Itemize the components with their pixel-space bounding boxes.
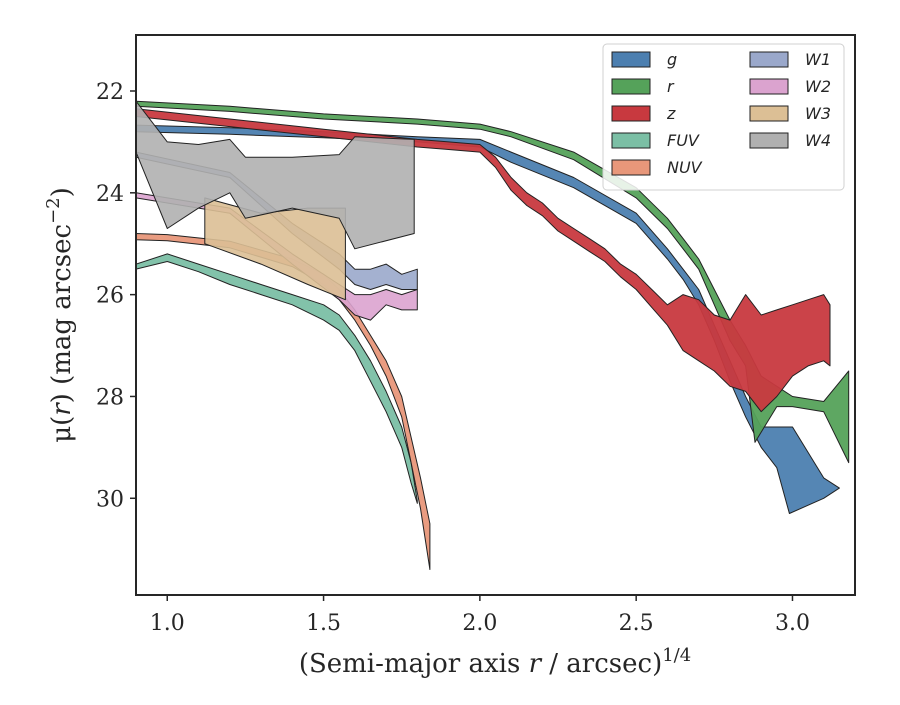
band-z [136,108,831,413]
legend-swatch-w3 [749,105,789,122]
legend-swatch-g [611,51,651,68]
y-tick-label: 24 [96,182,124,207]
legend-label-fuv: FUV [667,131,700,150]
legend-swatch-nuv [611,159,651,176]
legend-swatch-r [611,78,651,95]
legend-label-nuv: NUV [667,158,703,177]
x-tick-label: 1.0 [150,611,185,636]
x-axis-label: (Semi-major axis r / arcsec)1/4 [299,645,691,679]
legend-swatch-w1 [749,51,789,68]
x-tick-label: 1.5 [306,611,341,636]
band-fuv [136,253,418,504]
legend-label-g: g [667,50,677,69]
y-tick-label: 26 [96,284,124,309]
legend: grz FUV NUV W1 W2 W3 W4 [602,43,845,191]
legend-swatch-w2 [749,78,789,95]
x-tick-label: 2.0 [462,611,497,636]
plot-frame [135,34,856,596]
legend-label-r: r [667,77,675,96]
legend-label-w2: W2 [805,77,831,96]
band-g [136,124,840,514]
x-tick-label: 3.0 [775,611,810,636]
y-axis: 22 24 26 28 30 [96,80,136,512]
bands-layer [136,100,850,570]
legend-swatch-fuv [611,132,651,149]
legend-label-w4: W4 [805,131,831,150]
y-axis-label: μ(r) (mag arcsec−2) [43,187,77,443]
y-tick-label: 28 [96,385,124,410]
y-tick-label: 22 [96,80,124,105]
x-tick-label: 2.5 [619,611,654,636]
legend-swatch-w4 [749,132,789,149]
x-axis: 1.0 1.5 2.0 2.5 3.0 [150,595,810,636]
legend-swatch-z [611,105,651,122]
band-w4 [136,100,415,250]
legend-label-w1: W1 [805,50,831,69]
band-r [136,100,850,464]
legend-label-z: z [666,104,676,123]
legend-label-w3: W3 [805,104,831,123]
y-tick-label: 30 [96,487,124,512]
